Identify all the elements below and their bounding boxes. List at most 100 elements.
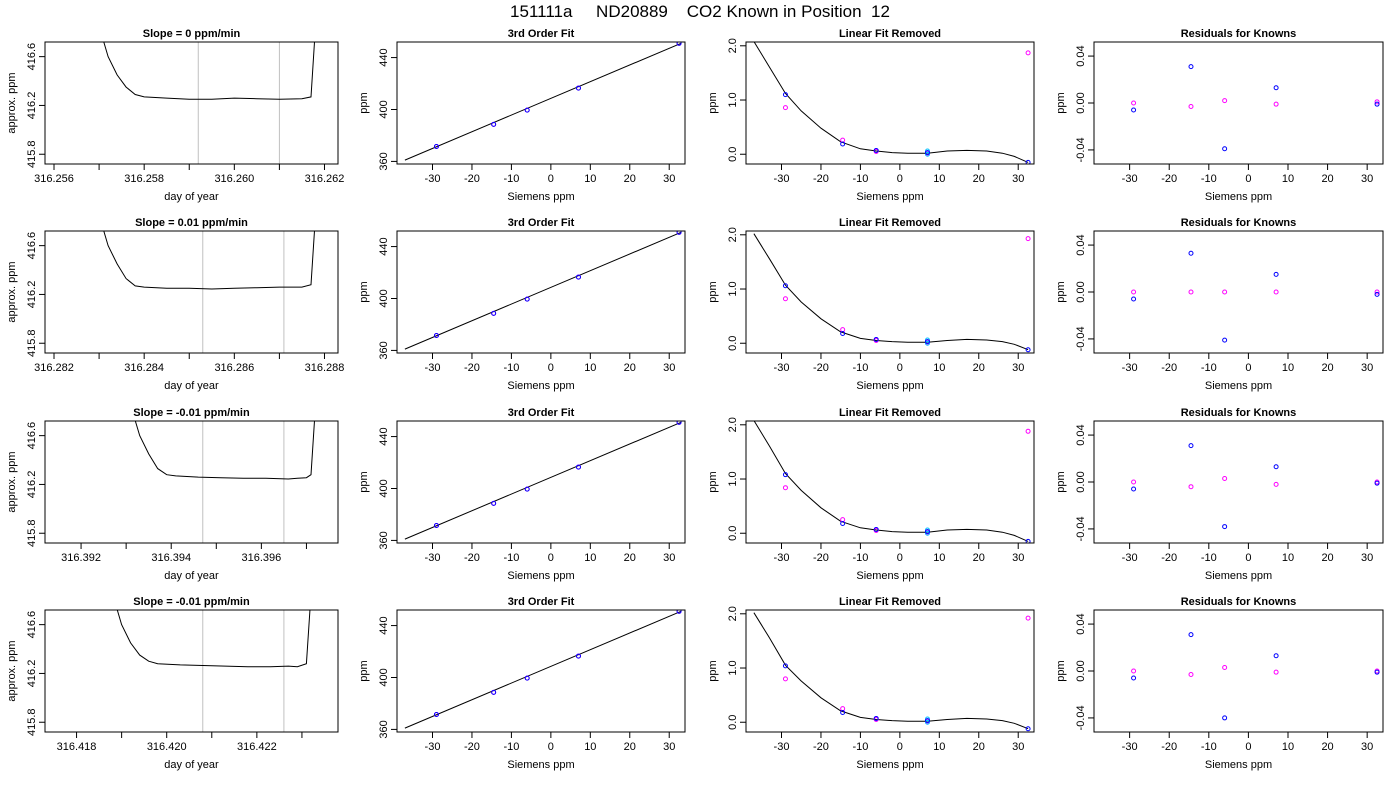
y-axis-label: ppm: [1055, 281, 1067, 302]
data-point-magenta: [1374, 99, 1380, 105]
x-axis-label: Siemens ppm: [856, 759, 923, 771]
data-point-blue: [782, 472, 788, 478]
data-point-blue: [924, 718, 930, 724]
x-tick-label: 10: [584, 552, 596, 564]
x-tick-label: -30: [774, 173, 790, 185]
x-tick-label: 20: [973, 552, 985, 564]
x-tick-label: 20: [973, 173, 985, 185]
data-point-blue: [1131, 296, 1137, 302]
data-point-magenta: [782, 676, 788, 682]
plot-frame: [396, 41, 686, 165]
plot-area: [1131, 443, 1380, 530]
x-tick-label: 10: [933, 741, 945, 753]
data-point-blue: [676, 421, 682, 425]
y-tick-label: 416.6: [26, 422, 38, 450]
data-point-blue: [433, 332, 439, 338]
y-tick-label: 0.0: [727, 147, 739, 162]
plot-area: [404, 231, 682, 350]
data-point-blue: [873, 526, 879, 532]
data-point-blue: [1374, 101, 1380, 107]
y-axis-label: ppm: [1055, 92, 1067, 113]
data-point-blue: [1273, 464, 1279, 470]
x-tick-label: 0: [1245, 741, 1251, 753]
data-point-blue: [924, 339, 930, 345]
x-tick-label: 10: [933, 173, 945, 185]
y-tick-label: -0.04: [1075, 137, 1087, 162]
x-tick-label: -30: [1122, 173, 1138, 185]
data-point-magenta: [1222, 98, 1228, 104]
data-point-magenta: [1025, 236, 1031, 242]
x-tick-label: 10: [1282, 362, 1294, 374]
x-tick-label: 316.256: [34, 173, 74, 185]
data-point-magenta: [1273, 101, 1279, 107]
data-point-blue: [840, 141, 846, 147]
data-point-blue: [1374, 291, 1380, 297]
data-point-blue: [1374, 480, 1380, 486]
chart-panel-r1-c2: 3rd Order Fit Siemens ppm ppm -30 -20 -10 0 10 2…: [358, 28, 686, 203]
y-tick-label: 0.0: [727, 526, 739, 541]
x-tick-label: -10: [852, 173, 868, 185]
x-axis-label: Siemens ppm: [507, 191, 574, 203]
chart-panel-r3-c4: Residuals for Knowns Siemens ppm ppm -30 -20…: [1055, 407, 1384, 582]
plot-area: [103, 42, 315, 100]
x-axis-label: day of year: [164, 759, 219, 771]
x-tick-label: -10: [503, 552, 519, 564]
x-tick-label: 20: [1321, 741, 1333, 753]
panel-title: Residuals for Knowns: [1181, 28, 1297, 40]
x-axis-label: Siemens ppm: [507, 380, 574, 392]
data-point-magenta: [1222, 475, 1228, 481]
y-tick-label: 0.04: [1075, 234, 1087, 255]
plot-area: [404, 610, 682, 729]
panel-title: Linear Fit Removed: [839, 28, 941, 40]
x-tick-label: -30: [774, 362, 790, 374]
y-tick-label: 360: [378, 152, 390, 170]
data-point-blue: [1222, 715, 1228, 721]
y-tick-label: 416.6: [26, 611, 38, 639]
x-tick-label: 316.420: [147, 741, 187, 753]
x-tick-label: 30: [663, 741, 675, 753]
y-tick-label: 400: [378, 668, 390, 686]
y-tick-label: 0.04: [1075, 45, 1087, 66]
data-point-blue: [1188, 64, 1194, 70]
y-tick-label: -0.04: [1075, 705, 1087, 730]
data-point-magenta: [1131, 479, 1137, 485]
data-point-blue: [433, 522, 439, 528]
figure-title: 151111a ND20889 CO2 Known in Position 12: [510, 2, 890, 21]
x-tick-label: 30: [1361, 552, 1373, 564]
y-tick-label: 415.8: [26, 329, 38, 357]
data-point-cyan: [924, 151, 930, 157]
plot-area: [404, 421, 682, 540]
x-tick-label: 20: [1321, 173, 1333, 185]
data-point-blue: [1025, 726, 1031, 732]
x-tick-label: -10: [852, 741, 868, 753]
y-tick-label: 400: [378, 289, 390, 307]
data-point-blue: [782, 283, 788, 289]
x-tick-label: 0: [897, 173, 903, 185]
chart-panel-r3-c2: 3rd Order Fit Siemens ppm ppm -30 -20 -10 0 10 2…: [358, 407, 686, 582]
x-tick-label: -10: [1201, 741, 1217, 753]
x-tick-label: 316.262: [305, 173, 345, 185]
y-tick-label: 2.0: [727, 417, 739, 432]
x-axis-label: Siemens ppm: [1205, 570, 1272, 582]
y-tick-label: 360: [378, 531, 390, 549]
x-tick-label: 0: [548, 362, 554, 374]
panel-title: 3rd Order Fit: [508, 217, 575, 229]
y-tick-label: 415.8: [26, 519, 38, 547]
x-tick-label: 316.284: [124, 362, 164, 374]
y-axis-label: ppm: [707, 471, 719, 492]
y-tick-label: 0.04: [1075, 613, 1087, 634]
data-point-blue: [1222, 524, 1228, 530]
chart-panel-r1-c3: Linear Fit Removed Siemens ppm ppm -30 -20 -1…: [707, 28, 1035, 203]
x-axis-label: Siemens ppm: [507, 759, 574, 771]
x-axis-label: day of year: [164, 570, 219, 582]
x-axis-label: Siemens ppm: [1205, 191, 1272, 203]
panel-title: 3rd Order Fit: [508, 28, 575, 40]
chart-panel-r4-c2: 3rd Order Fit Siemens ppm ppm -30 -20 -10 0 10 2…: [358, 596, 686, 771]
y-tick-label: 416.6: [26, 43, 38, 71]
y-tick-label: -0.04: [1075, 326, 1087, 351]
x-tick-label: 30: [1361, 362, 1373, 374]
x-tick-label: -10: [1201, 173, 1217, 185]
data-point-magenta: [1374, 289, 1380, 295]
panel-title: 3rd Order Fit: [508, 596, 575, 608]
x-tick-label: -20: [813, 741, 829, 753]
